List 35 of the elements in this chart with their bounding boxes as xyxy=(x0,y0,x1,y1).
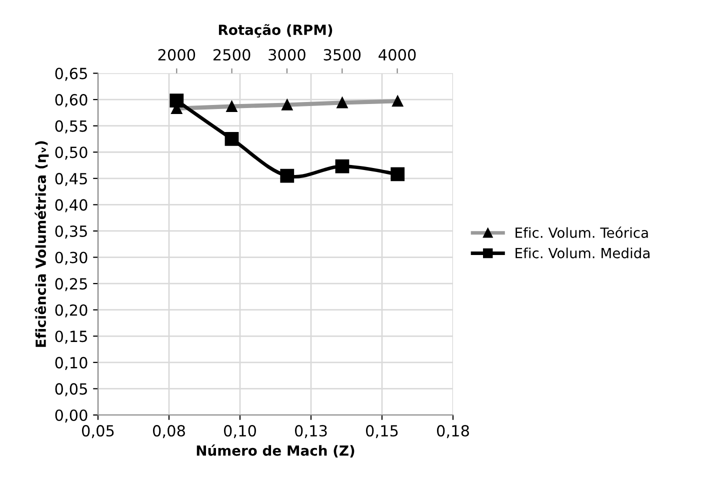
point xyxy=(390,167,405,182)
x-tick-label: 0,13 xyxy=(295,424,327,438)
y-tick-label: 0,15 xyxy=(55,330,87,344)
y-tick-label: 0,60 xyxy=(55,94,88,108)
y-tick-label: 0,35 xyxy=(55,225,87,239)
x-tick-label: 0,18 xyxy=(437,424,469,438)
y-tick-label: 0,50 xyxy=(55,146,88,160)
y-axis-title: Eficiência Volumétrica (ηᵥ) xyxy=(34,141,49,347)
y-tick-label: 0,20 xyxy=(55,304,88,318)
y-tick-label: 0,10 xyxy=(55,356,88,370)
x-tick-label: 0,08 xyxy=(153,424,185,438)
x2-tick-label: 3500 xyxy=(324,49,361,61)
point xyxy=(170,94,184,108)
x2-axis-title: Rotação (RPM) xyxy=(218,24,332,38)
x-tick-label: 0,05 xyxy=(82,424,114,438)
y-tick-label: 0,65 xyxy=(55,68,87,81)
x-tick-label: 0,10 xyxy=(224,424,256,438)
y-tick-label: 0,40 xyxy=(55,199,88,212)
x2-tick-label: 4000 xyxy=(378,49,416,61)
y-tick-label: 0,45 xyxy=(55,172,87,186)
x2-tick-label: 2500 xyxy=(213,49,250,61)
y-tick-label: 0,25 xyxy=(55,278,87,292)
y-tick-label: 0,30 xyxy=(55,252,88,265)
y-tick-label: 0,05 xyxy=(55,383,87,396)
legend-label: Efic. Volum. Medida xyxy=(516,248,650,258)
x2-tick-label: 3000 xyxy=(268,49,306,61)
point xyxy=(224,132,239,146)
x-tick-label: 0,15 xyxy=(366,424,398,438)
x-axis-title: Número de Mach (Z) xyxy=(196,444,354,458)
point xyxy=(335,159,350,174)
x2-tick-label: 2000 xyxy=(158,49,196,61)
y-tick-label: 0,00 xyxy=(55,409,88,423)
point xyxy=(280,168,294,183)
legend-label: Efic. Volum. Teórica xyxy=(516,226,648,238)
y-tick-label: 0,55 xyxy=(55,120,87,134)
